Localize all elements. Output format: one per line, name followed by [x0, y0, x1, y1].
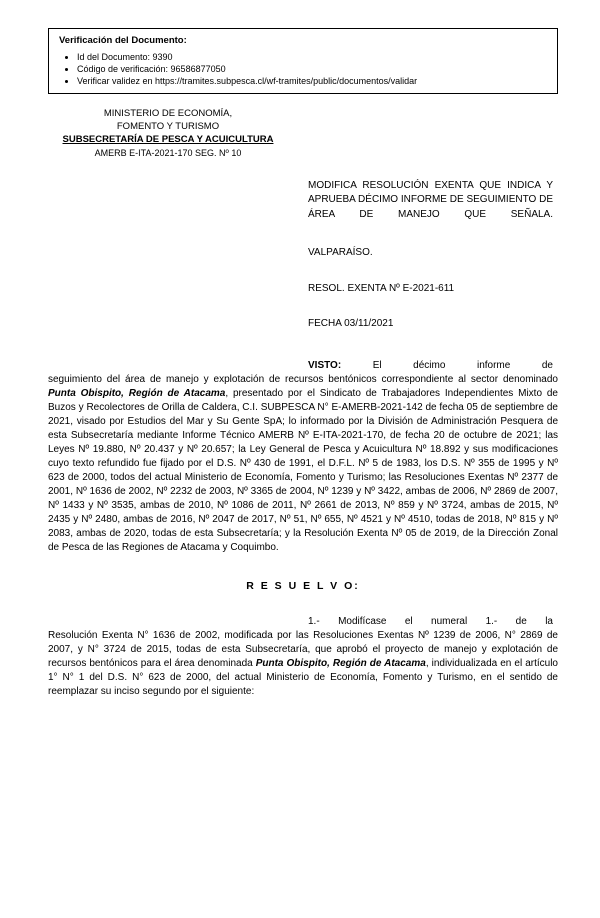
res1-first-line: 1.- Modifícase el numeral 1.- de la	[308, 615, 553, 629]
resuelvo-heading: R E S U E L V O:	[48, 579, 558, 593]
visto-first-inline: El décimo informe de	[373, 360, 553, 371]
city: VALPARAÍSO.	[308, 246, 553, 260]
verification-item: Código de verificación: 96586877050	[77, 63, 547, 75]
visto-lead: VISTO:	[308, 360, 341, 371]
resolution-number: RESOL. EXENTA Nº E-2021-611	[308, 282, 553, 296]
document-page: Verificación del Documento: Id del Docum…	[0, 0, 600, 918]
visto-first-line: VISTO: El décimo informe de	[308, 359, 553, 373]
visto-body-b: , presentado por el Sindicato de Trabaja…	[48, 388, 558, 553]
doc-code: AMERB E-ITA-2021-170 SEG. Nº 10	[48, 147, 288, 159]
visto-area-name: Punta Obispito, Región de Atacama	[48, 388, 225, 399]
verification-box: Verificación del Documento: Id del Docum…	[48, 28, 558, 94]
subsecretaria-line: SUBSECRETARÍA DE PESCA Y ACUICULTURA	[48, 134, 288, 147]
resuelvo-paragraph-1: 1.- Modifícase el numeral 1.- de la Reso…	[48, 615, 558, 699]
verification-list: Id del Documento: 9390 Código de verific…	[59, 51, 547, 87]
res1-area-name: Punta Obispito, Región de Atacama	[256, 658, 426, 669]
ministry-line-1: MINISTERIO DE ECONOMÍA,	[48, 108, 288, 121]
verification-item: Id del Documento: 9390	[77, 51, 547, 63]
ministry-line-2: FOMENTO Y TURISMO	[48, 121, 288, 134]
visto-body-a: seguimiento del área de manejo y explota…	[48, 374, 558, 385]
document-subject: MODIFICA RESOLUCIÓN EXENTA QUE INDICA Y …	[308, 179, 553, 223]
visto-paragraph: VISTO: El décimo informe de seguimiento …	[48, 359, 558, 555]
verification-item: Verificar validez en https://tramites.su…	[77, 75, 547, 87]
issuer-header: MINISTERIO DE ECONOMÍA, FOMENTO Y TURISM…	[48, 108, 288, 159]
verification-title: Verificación del Documento:	[59, 35, 547, 48]
date: FECHA 03/11/2021	[308, 317, 553, 331]
right-header-block: MODIFICA RESOLUCIÓN EXENTA QUE INDICA Y …	[308, 179, 553, 331]
